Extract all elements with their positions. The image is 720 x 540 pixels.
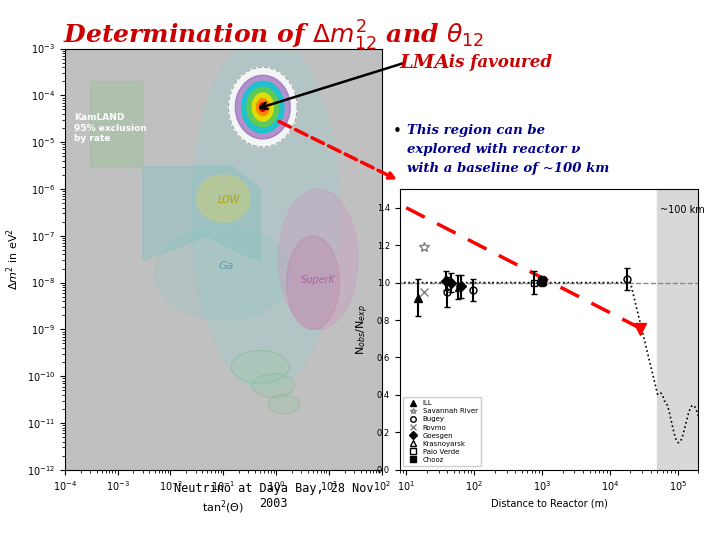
Polygon shape <box>279 189 358 329</box>
Text: Ga: Ga <box>218 260 233 271</box>
Polygon shape <box>228 68 297 147</box>
X-axis label: tan$^2$($\Theta$): tan$^2$($\Theta$) <box>202 499 244 516</box>
Legend: ILL, Savannah River, Bugey, Rovmo, Goesgen, Krasnoyarsk, Palo Verde, Chooz: ILL, Savannah River, Bugey, Rovmo, Goesg… <box>403 397 481 467</box>
Polygon shape <box>231 350 289 383</box>
Polygon shape <box>252 93 274 121</box>
Text: Determination of $\Delta m_{12}^2$ and $\theta_{12}$: Determination of $\Delta m_{12}^2$ and $… <box>63 19 485 53</box>
Polygon shape <box>260 103 266 111</box>
Polygon shape <box>252 374 294 397</box>
Text: LMA: LMA <box>400 54 450 72</box>
Text: This region can be
explored with reactor ν
with a baseline of ~100 km: This region can be explored with reactor… <box>407 124 609 175</box>
Polygon shape <box>287 236 339 329</box>
Polygon shape <box>247 87 279 127</box>
Polygon shape <box>256 99 269 116</box>
X-axis label: Distance to Reactor (m): Distance to Reactor (m) <box>490 499 608 509</box>
Text: ~100 km: ~100 km <box>660 205 705 215</box>
Polygon shape <box>235 75 290 139</box>
Polygon shape <box>192 35 339 390</box>
Text: is favoured: is favoured <box>443 54 552 71</box>
Polygon shape <box>268 395 300 414</box>
Polygon shape <box>90 82 143 167</box>
Text: Neutrino at Daya Bay, 28 Nov
2003: Neutrino at Daya Bay, 28 Nov 2003 <box>174 482 374 510</box>
Polygon shape <box>155 226 292 320</box>
Bar <box>657 189 698 470</box>
Polygon shape <box>242 82 284 133</box>
Polygon shape <box>197 175 250 222</box>
Text: SuperK: SuperK <box>301 275 336 285</box>
Y-axis label: $\Delta m^2$ in eV$^2$: $\Delta m^2$ in eV$^2$ <box>4 228 21 291</box>
Polygon shape <box>143 167 260 260</box>
Text: KamLAND
95% exclusion
by rate: KamLAND 95% exclusion by rate <box>74 113 147 143</box>
Y-axis label: N$_{obs}$/N$_{exp}$: N$_{obs}$/N$_{exp}$ <box>355 304 371 355</box>
Text: LOW: LOW <box>218 195 240 205</box>
Text: •: • <box>392 124 401 139</box>
